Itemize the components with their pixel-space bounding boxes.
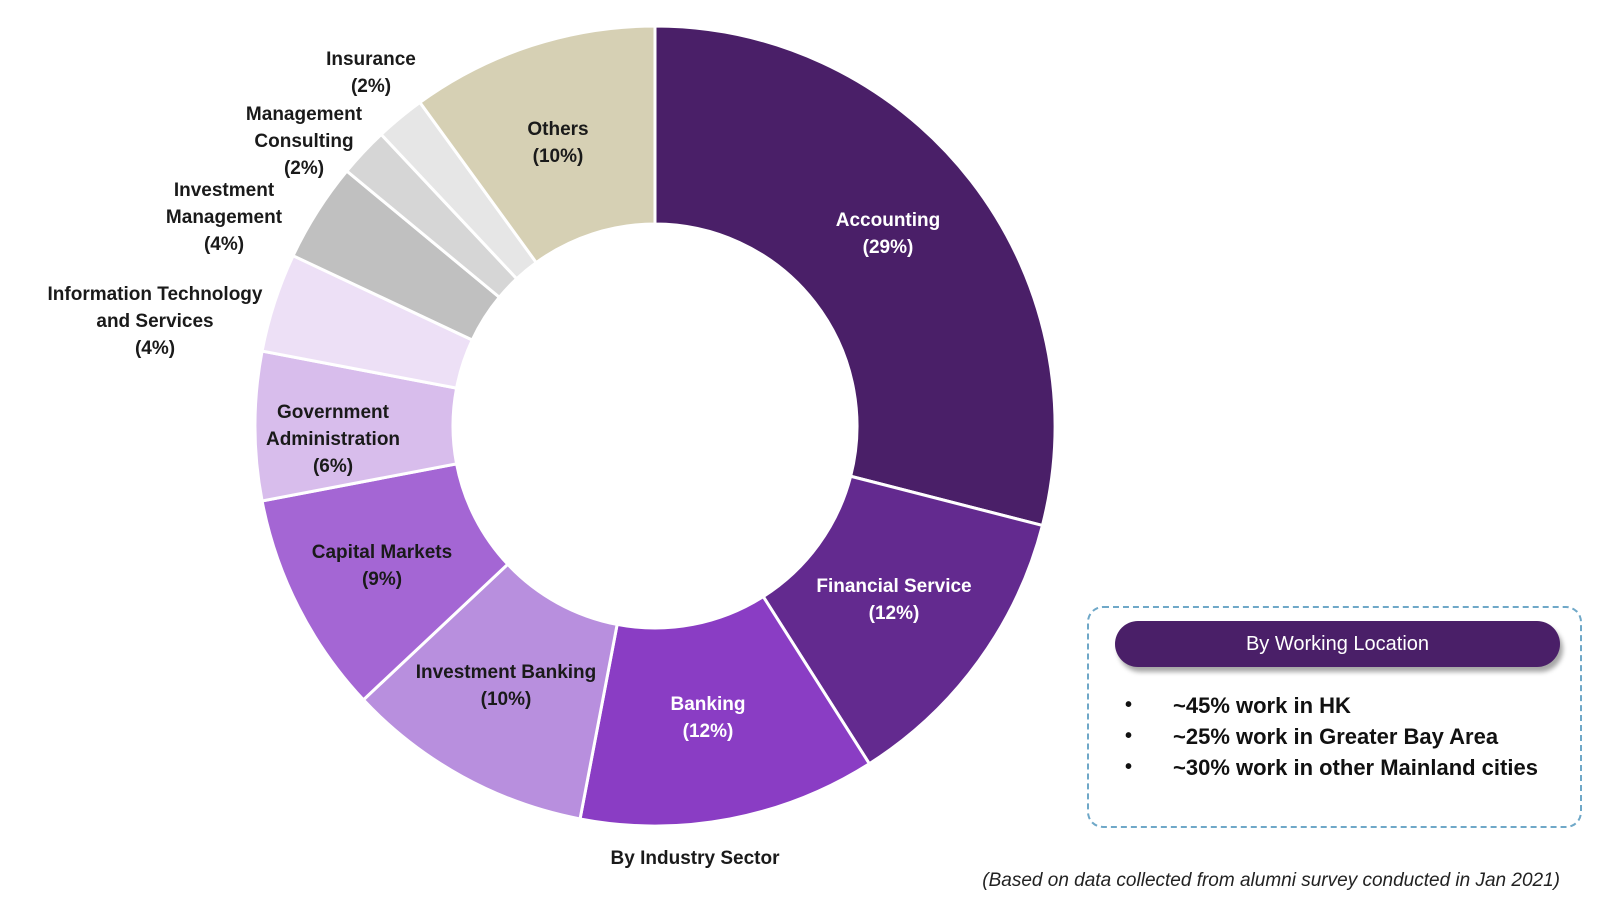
chart-title: By Industry Sector [610, 848, 780, 869]
donut-slice [361, 562, 619, 821]
slice-label: Investment Management (4%) [166, 180, 283, 255]
slice-label: Banking (12%) [671, 694, 746, 742]
slice-label: Information Technology and Services (4%) [48, 284, 263, 359]
donut-slice [653, 24, 1057, 528]
list-item: • ~30% work in other Mainland cities [1125, 752, 1538, 783]
slice-label: Capital Markets (9%) [312, 542, 452, 590]
slice-label: Insurance (2%) [326, 49, 416, 97]
slice-label: Others (10%) [527, 119, 588, 167]
working-location-panel: By Working Location • ~45% work in HK • ~2… [1087, 606, 1582, 828]
location-item-text: ~45% work in HK [1173, 692, 1351, 718]
slice-label: Financial Service (12%) [816, 576, 971, 624]
list-item: • ~45% work in HK [1125, 690, 1538, 721]
bullet-icon: • [1125, 725, 1133, 747]
working-location-header: By Working Location [1115, 621, 1560, 667]
survey-footnote: (Based on data collected from alumni sur… [982, 870, 1560, 891]
donut-slice [578, 594, 872, 828]
working-location-list: • ~45% work in HK • ~25% work in Greater B… [1125, 690, 1538, 783]
bullet-icon: • [1125, 694, 1133, 716]
bullet-icon: • [1125, 756, 1133, 778]
list-item: • ~25% work in Greater Bay Area [1125, 721, 1538, 752]
location-item-text: ~30% work in other Mainland cities [1173, 754, 1538, 780]
donut-slice [417, 24, 657, 265]
slice-label: Investment Banking (10%) [416, 662, 597, 710]
slice-label: Accounting (29%) [836, 210, 941, 258]
slice-label: Management Consulting (2%) [246, 104, 363, 179]
donut-slice [761, 474, 1045, 766]
slice-label: Government Administration (6%) [266, 402, 400, 477]
location-item-text: ~25% work in Greater Bay Area [1173, 723, 1499, 749]
